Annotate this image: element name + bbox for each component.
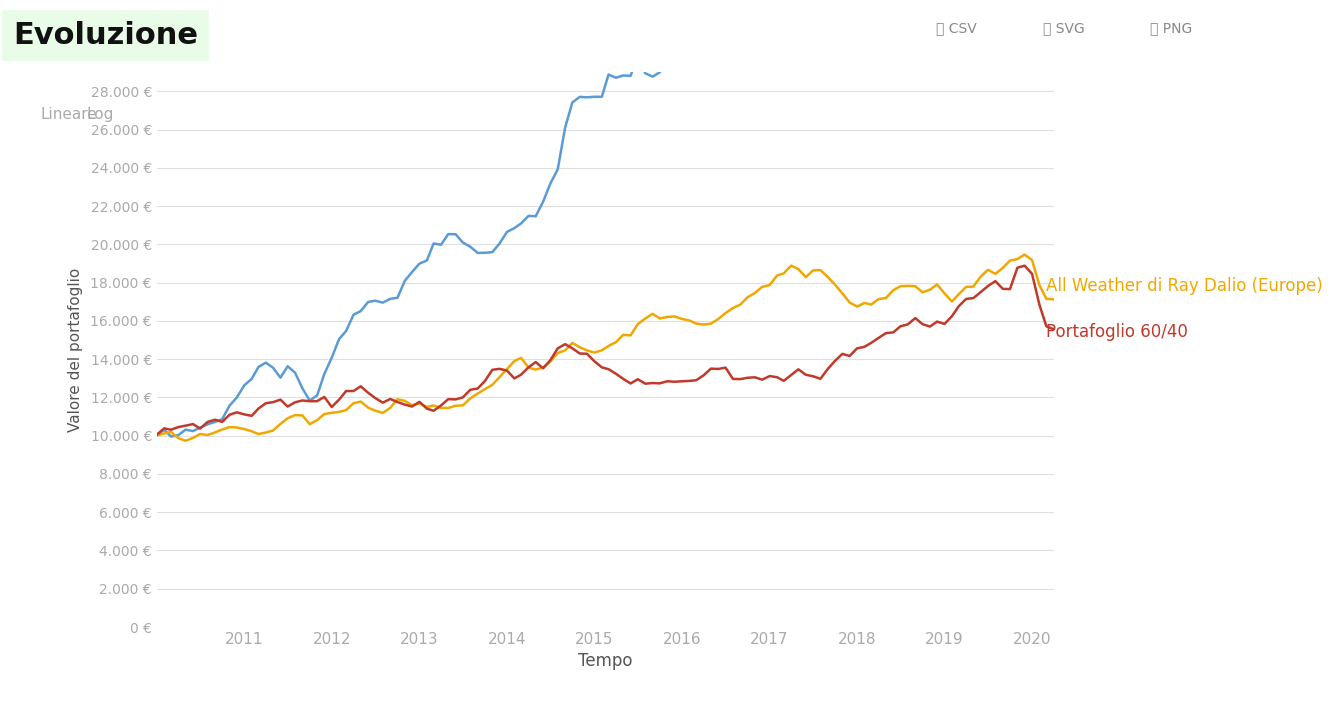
Text: ⎗ PNG: ⎗ PNG — [1150, 21, 1193, 36]
Text: Portafoglio 60/40: Portafoglio 60/40 — [1047, 323, 1189, 341]
Text: Lineare: Lineare — [40, 107, 96, 122]
Text: Evoluzione: Evoluzione — [13, 21, 198, 51]
X-axis label: Tempo: Tempo — [578, 653, 632, 670]
Text: ⎗ CSV: ⎗ CSV — [936, 21, 976, 36]
Text: ⎗ SVG: ⎗ SVG — [1043, 21, 1084, 36]
Text: Log: Log — [87, 107, 114, 122]
Y-axis label: Valore del portafoglio: Valore del portafoglio — [68, 268, 83, 432]
Text: All Weather di Ray Dalio (Europe): All Weather di Ray Dalio (Europe) — [1047, 277, 1324, 295]
